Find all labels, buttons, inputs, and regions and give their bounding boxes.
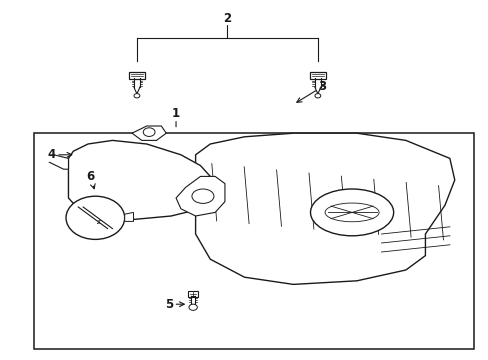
FancyBboxPatch shape xyxy=(309,72,325,79)
Text: 2: 2 xyxy=(223,12,231,24)
Circle shape xyxy=(143,128,155,136)
Ellipse shape xyxy=(191,189,214,203)
Polygon shape xyxy=(68,140,210,220)
Polygon shape xyxy=(124,212,133,221)
Circle shape xyxy=(66,196,124,239)
Text: 4: 4 xyxy=(47,148,72,161)
Ellipse shape xyxy=(310,189,393,236)
Polygon shape xyxy=(49,155,68,169)
Polygon shape xyxy=(176,176,224,216)
Circle shape xyxy=(134,94,140,98)
Text: 5: 5 xyxy=(164,298,184,311)
Polygon shape xyxy=(195,133,454,284)
Circle shape xyxy=(314,94,320,98)
Bar xyxy=(34,133,473,349)
Circle shape xyxy=(188,304,197,310)
FancyBboxPatch shape xyxy=(129,72,144,79)
Ellipse shape xyxy=(325,203,378,222)
Polygon shape xyxy=(132,126,166,140)
Text: z: z xyxy=(96,219,100,225)
FancyBboxPatch shape xyxy=(187,291,198,297)
Text: 1: 1 xyxy=(172,107,180,120)
Text: 3: 3 xyxy=(296,80,326,102)
Text: 6: 6 xyxy=(86,170,95,189)
